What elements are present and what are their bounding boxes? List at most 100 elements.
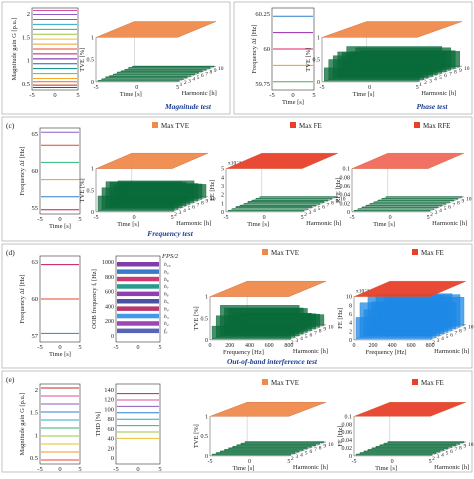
- y-tick-label: 2: [174, 212, 177, 218]
- residual-band: [240, 442, 321, 445]
- residual-band: [387, 441, 465, 443]
- fps-label: FPS/2: [161, 253, 179, 260]
- y-tick-label: 6: [322, 204, 325, 210]
- residual-band: [109, 75, 192, 77]
- y-tick-label: 4: [192, 77, 195, 83]
- z-tick-label: 0.08: [340, 175, 351, 181]
- residual-band: [373, 201, 451, 203]
- x-tick-label: 0: [58, 216, 61, 223]
- z-tick-label: 1: [317, 35, 320, 41]
- x-axis-label: Time [s]: [247, 221, 269, 228]
- x-tick-label: 0: [368, 85, 371, 91]
- x-tick-label: 0: [291, 92, 294, 99]
- x-axis-label: Time [s]: [232, 465, 254, 472]
- y-tick-label: 9: [323, 444, 326, 450]
- y-tick-label: 6: [450, 449, 453, 455]
- y-axis-label: Magnitude gain G [p.u.]: [11, 17, 18, 80]
- legend-label: Max RFE: [423, 122, 450, 130]
- y-tick-label: 6: [444, 73, 447, 79]
- x-tick-label: 0: [209, 343, 212, 349]
- y-tick-label: 4: [441, 452, 444, 458]
- x-tick-label: -5: [37, 344, 42, 351]
- z-tick-label: 1: [91, 167, 94, 173]
- z-axis-label: TVE [%]: [193, 424, 200, 448]
- z-axis-label: FE [Hz]: [337, 308, 344, 329]
- max-surface: [209, 281, 327, 297]
- y-tick-label: 10: [328, 325, 334, 331]
- z-axis-label: TVE [%]: [193, 306, 200, 330]
- panel-frame-c: [1, 116, 473, 242]
- oob-band: [117, 306, 159, 311]
- oob-band: [117, 276, 159, 282]
- y-tick-label: 3: [296, 454, 299, 460]
- y-tick-label: 200: [105, 319, 114, 325]
- y-tick-label: 60.25: [255, 11, 270, 18]
- z-tick-label: 0.02: [340, 201, 351, 207]
- oob-band: [117, 313, 159, 319]
- y-tick-label: 1: [419, 82, 422, 88]
- harmonic-label: h₇: [164, 284, 169, 290]
- x-tick-label: 200: [225, 343, 234, 349]
- z-tick-label: 0: [317, 80, 320, 86]
- x-tick-label: 5: [416, 85, 419, 91]
- max-surface: [321, 21, 463, 38]
- y-tick-label: 2: [291, 340, 294, 346]
- panel-frame-b: [233, 1, 473, 115]
- y-tick-label: 8: [209, 70, 212, 76]
- max-surface: [353, 281, 467, 297]
- x-tick-label: 600: [407, 343, 416, 349]
- y-tick-label: 3: [188, 78, 191, 84]
- residual-band: [251, 199, 329, 202]
- residual-band: [129, 184, 207, 198]
- y-tick-label: 7: [314, 330, 317, 336]
- x-tick-label: 800: [426, 343, 435, 349]
- oob-band: [117, 299, 159, 304]
- z-axis-label: TVE [%]: [79, 178, 86, 202]
- z-tick-label: 0.5: [87, 58, 95, 64]
- y-tick-label: 0.5: [22, 81, 30, 88]
- y-tick-label: 6: [448, 204, 451, 210]
- y-tick-label: 400: [105, 304, 114, 310]
- x-tick-label: -5: [208, 459, 213, 465]
- residual-band: [116, 71, 199, 74]
- z-tick-label: 0: [349, 454, 352, 460]
- z-axis-label: FE [Hz]: [209, 180, 216, 201]
- y-tick-label: 7: [327, 202, 330, 208]
- x-axis-label: Time [s]: [120, 91, 142, 98]
- x-tick-label: 5: [78, 466, 81, 473]
- residual-band: [128, 66, 211, 69]
- y-tick-label: 8: [319, 328, 322, 334]
- y-axis-label: THD [%]: [95, 412, 102, 437]
- x-tick-label: -5: [94, 85, 99, 91]
- y-tick-label: 6: [309, 449, 312, 455]
- y-tick-label: 9: [464, 327, 467, 333]
- y-tick-label: 7: [449, 71, 452, 77]
- z-tick-label: 0.06: [340, 184, 351, 190]
- z-tick-label: 0: [205, 454, 208, 460]
- y-tick-label: 2: [424, 80, 427, 86]
- residual-band: [355, 453, 433, 456]
- y-axis-label: Harmonic [h]: [434, 464, 469, 471]
- y-tick-label: 1: [27, 58, 30, 65]
- z-scale-label: x10⁻³: [228, 161, 241, 167]
- y-tick-label: 63: [32, 259, 39, 266]
- y-tick-label: 4: [300, 336, 303, 342]
- harmonic-label: h₃: [164, 314, 169, 320]
- y-tick-label: 3: [179, 210, 182, 216]
- residual-band: [101, 78, 184, 80]
- y-tick-label: 2: [432, 340, 435, 346]
- x-tick-label: 0: [136, 466, 139, 473]
- x-tick-label: -5: [114, 345, 119, 351]
- y-tick-label: 10: [218, 66, 224, 72]
- z-tick-label: 0: [221, 210, 224, 216]
- y-tick-label: 8: [459, 445, 462, 451]
- y-tick-label: 2: [184, 80, 187, 86]
- z-tick-label: 10: [346, 295, 352, 301]
- x-tick-label: 5: [427, 215, 430, 221]
- residual-band: [124, 69, 207, 71]
- legend-swatch: [262, 249, 268, 255]
- y-tick-label: 10: [464, 66, 470, 72]
- y-tick-label: 7: [453, 202, 456, 208]
- y-tick-label: 8: [201, 200, 204, 206]
